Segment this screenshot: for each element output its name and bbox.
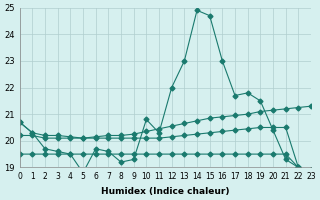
X-axis label: Humidex (Indice chaleur): Humidex (Indice chaleur) <box>101 187 229 196</box>
